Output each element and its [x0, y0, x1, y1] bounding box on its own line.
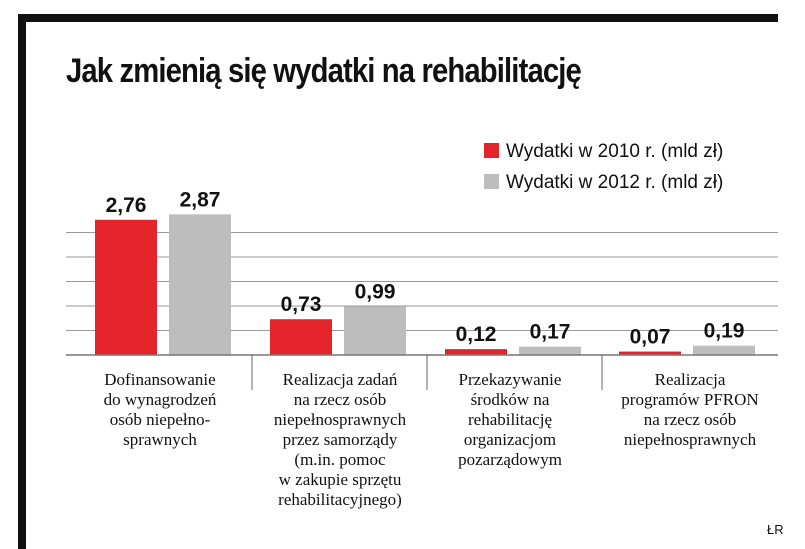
legend-swatch-2010 [484, 143, 499, 158]
bar-2010-1 [270, 319, 332, 355]
category-label-3-line-2: na rzecz osób [643, 410, 737, 429]
category-label-1-line-3: przez samorządy [282, 430, 398, 449]
frame-left-bar [18, 14, 26, 549]
category-label-3: Realizacja programów PFRON na rzecz osób ni… [595, 370, 785, 450]
category-label-3-line-0: Realizacja [654, 370, 726, 389]
source-credit: ŁR [767, 522, 784, 537]
chart-title: Jak zmienią się wydatki na rehabilitację [66, 52, 582, 90]
category-label-0-line-2: osób niepełno- [109, 410, 211, 429]
value-label-2010-2: 0,12 [456, 323, 497, 346]
legend-swatch-2012 [484, 174, 499, 189]
category-label-2-line-3: organizacjom [463, 430, 557, 449]
category-label-3-line-3: niepełnosprawnych [623, 430, 757, 449]
category-label-0-line-0: Dofinansowanie [104, 370, 216, 389]
legend-label-2010: Wydatki w 2010 r. (mld zł) [506, 141, 723, 162]
value-label-2010-0: 2,76 [106, 194, 147, 217]
category-label-1-line-2: niepełnosprawnych [273, 410, 407, 429]
category-label-0: Dofinansowanie do wynagrodzeń osób niepełn… [65, 370, 255, 450]
category-label-1-line-6: rehabilitacyjnego) [278, 490, 402, 509]
category-label-1-line-0: Realizacja zadań [282, 370, 398, 389]
category-label-1: Realizacja zadań na rzecz osób niepełnospr… [245, 370, 435, 510]
bar-2012-2 [519, 346, 581, 355]
value-label-2012-1: 0,99 [355, 280, 396, 303]
bar-2010-2 [445, 349, 507, 355]
value-label-2012-3: 0,19 [704, 320, 745, 343]
category-label-1-line-4: (m.in. pomoc [294, 450, 386, 469]
value-label-2010-1: 0,73 [281, 293, 322, 316]
bar-2012-0 [169, 214, 231, 355]
category-label-2-line-1: środków na [470, 390, 550, 409]
bar-2012-3 [693, 345, 755, 355]
category-label-2-line-2: rehabilitację [467, 410, 552, 429]
category-label-0-line-3: sprawnych [123, 430, 197, 449]
category-label-1-line-1: na rzecz osób [293, 390, 387, 409]
bar-2010-3 [619, 351, 681, 355]
category-label-3-line-1: programów PFRON [621, 390, 759, 409]
category-label-2: Przekazywanie środków na rehabilitację orga… [415, 370, 605, 470]
legend-label-2012: Wydatki w 2012 r. (mld zł) [506, 172, 723, 193]
value-label-2012-0: 2,87 [180, 188, 221, 211]
bar-2010-0 [95, 219, 157, 355]
value-label-2010-3: 0,07 [630, 326, 671, 349]
value-label-2012-2: 0,17 [530, 321, 571, 344]
bar-2012-1 [344, 306, 406, 355]
category-label-0-line-1: do wynagrodzeń [103, 390, 217, 409]
category-label-2-line-4: pozarządowym [458, 450, 562, 469]
category-label-1-line-5: w zakupie sprzętu [278, 470, 402, 489]
frame-top-bar [18, 14, 778, 22]
category-label-2-line-0: Przekazywanie [458, 370, 562, 389]
